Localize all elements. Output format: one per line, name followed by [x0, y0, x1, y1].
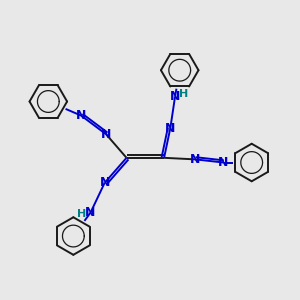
Text: H: H: [77, 209, 86, 219]
Text: H: H: [179, 89, 188, 99]
Text: N: N: [101, 128, 111, 141]
Text: N: N: [190, 153, 201, 166]
Text: N: N: [76, 109, 86, 122]
Text: N: N: [218, 156, 229, 169]
Text: N: N: [99, 176, 110, 189]
Text: N: N: [170, 90, 180, 103]
Text: N: N: [85, 206, 96, 219]
Text: N: N: [165, 122, 175, 135]
